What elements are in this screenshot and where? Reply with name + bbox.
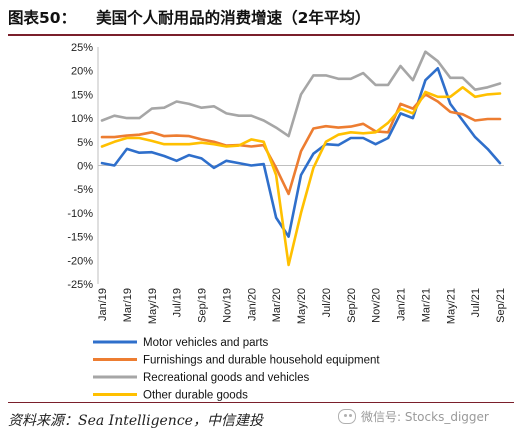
y-tick-label: 5% bbox=[77, 137, 93, 149]
legend-label: Furnishings and durable household equipm… bbox=[143, 355, 380, 367]
watermark: 微信号: Stocks_digger bbox=[338, 408, 489, 425]
bottom-rule bbox=[8, 402, 514, 403]
legend-label: Other durable goods bbox=[143, 390, 248, 402]
x-tick-label: Jul/19 bbox=[172, 288, 184, 317]
x-tick-label: Jan/21 bbox=[396, 288, 408, 321]
watermark-text: 微信号: Stocks_digger bbox=[361, 410, 489, 424]
y-tick-label: -10% bbox=[67, 208, 93, 220]
y-tick-label: -20% bbox=[67, 255, 93, 267]
x-tick-label: Sep/21 bbox=[495, 288, 507, 323]
figure-label: 图表50： bbox=[8, 9, 77, 27]
x-tick-label: May/19 bbox=[147, 288, 159, 324]
legend-label: Recreational goods and vehicles bbox=[143, 372, 309, 384]
x-tick-label: Nov/20 bbox=[371, 288, 383, 323]
y-tick-label: 0% bbox=[77, 161, 93, 173]
x-tick-label: Jul/21 bbox=[470, 288, 482, 317]
figure-title: 美国个人耐用品的消费增速（2年平均） bbox=[96, 9, 371, 27]
x-tick-label: May/21 bbox=[445, 288, 457, 324]
y-tick-label: 10% bbox=[71, 113, 93, 125]
x-tick-label: Jan/19 bbox=[97, 288, 109, 321]
x-tick-label: Mar/21 bbox=[420, 288, 432, 322]
top-rule bbox=[8, 34, 514, 36]
y-tick-label: 25% bbox=[71, 42, 93, 54]
x-tick-label: Sep/20 bbox=[346, 288, 358, 323]
source-note: 资料来源：Sea Intelligence，中信建投 bbox=[8, 413, 263, 429]
x-tick-label: Mar/20 bbox=[271, 288, 283, 322]
y-tick-label: -15% bbox=[67, 232, 93, 244]
series-line-4 bbox=[100, 86, 502, 267]
y-tick-label: -25% bbox=[67, 279, 93, 291]
x-tick-label: Jan/20 bbox=[246, 288, 258, 321]
y-tick-label: 20% bbox=[71, 66, 93, 78]
x-tick-label: Mar/19 bbox=[122, 288, 134, 322]
y-tick-label: -5% bbox=[73, 184, 93, 196]
legend-label: Motor vehicles and parts bbox=[143, 337, 269, 349]
series-line-3 bbox=[100, 50, 502, 138]
x-tick-label: Jul/20 bbox=[321, 288, 333, 317]
series-line-1 bbox=[100, 67, 502, 238]
y-tick-label: 15% bbox=[71, 89, 93, 101]
wechat-icon bbox=[338, 409, 356, 424]
x-tick-label: Sep/19 bbox=[197, 288, 209, 323]
series-line-2 bbox=[100, 93, 502, 196]
chart-title: 图表50： 美国个人耐用品的消费增速（2年平均） bbox=[8, 6, 370, 28]
x-tick-label: May/20 bbox=[296, 288, 308, 324]
x-tick-label: Nov/19 bbox=[221, 288, 233, 323]
